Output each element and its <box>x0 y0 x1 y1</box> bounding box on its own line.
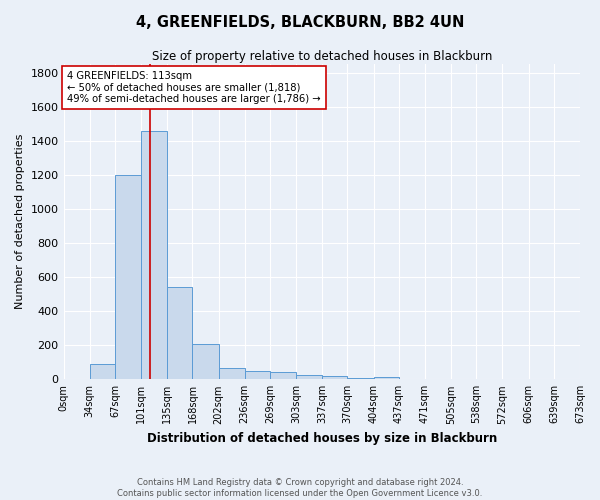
Bar <box>218 368 245 380</box>
Bar <box>141 130 167 380</box>
Bar <box>89 364 115 380</box>
Bar <box>245 371 270 380</box>
Bar <box>347 378 374 380</box>
Bar <box>167 288 193 380</box>
Y-axis label: Number of detached properties: Number of detached properties <box>15 134 25 310</box>
Text: 4, GREENFIELDS, BLACKBURN, BB2 4UN: 4, GREENFIELDS, BLACKBURN, BB2 4UN <box>136 15 464 30</box>
Bar <box>115 175 141 380</box>
X-axis label: Distribution of detached houses by size in Blackburn: Distribution of detached houses by size … <box>146 432 497 445</box>
Text: Contains HM Land Registry data © Crown copyright and database right 2024.
Contai: Contains HM Land Registry data © Crown c… <box>118 478 482 498</box>
Title: Size of property relative to detached houses in Blackburn: Size of property relative to detached ho… <box>152 50 492 63</box>
Bar <box>322 376 347 380</box>
Text: 4 GREENFIELDS: 113sqm
← 50% of detached houses are smaller (1,818)
49% of semi-d: 4 GREENFIELDS: 113sqm ← 50% of detached … <box>67 71 321 104</box>
Bar <box>296 374 322 380</box>
Bar <box>270 372 296 380</box>
Bar <box>193 344 218 380</box>
Bar <box>374 378 399 380</box>
